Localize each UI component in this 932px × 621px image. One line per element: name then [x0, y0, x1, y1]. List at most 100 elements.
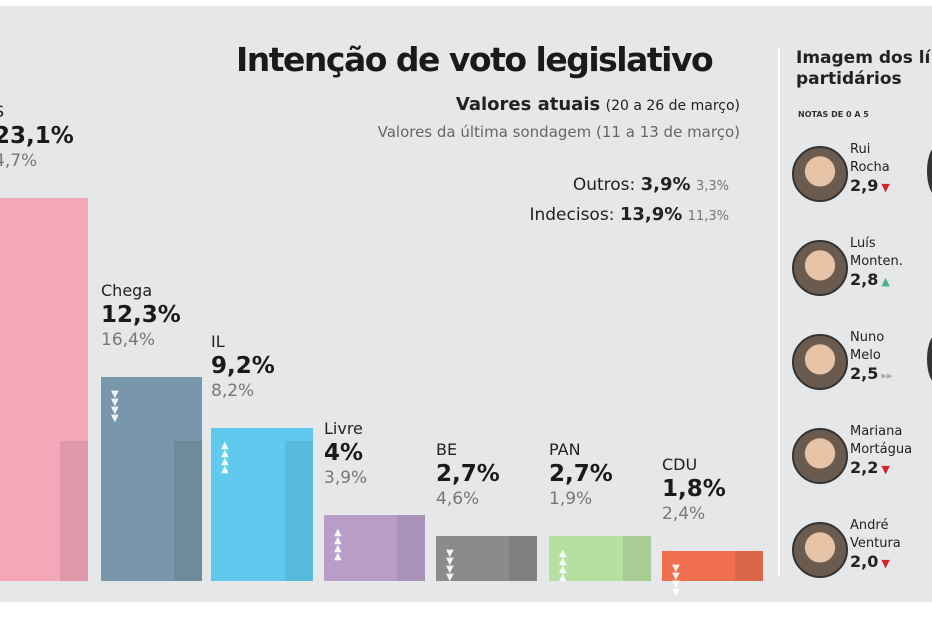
current-value: 9,2% [211, 353, 275, 380]
legend-current-dates: (20 a 26 de março) [605, 98, 740, 114]
leader-name: Rui Rocha 2,9 ▼ [850, 141, 890, 197]
current-value: 1,8% [662, 476, 726, 503]
undecided-previous: 11,3% [687, 209, 729, 224]
bar-shade [174, 441, 202, 581]
previous-value: 1,9% [549, 489, 593, 510]
party-name: CDU [662, 455, 698, 475]
previous-value: 16,4% [101, 329, 156, 350]
bar-label-cdu: CDU 1,8% 2,4% [662, 455, 726, 524]
trend-down-icon: ▼ [881, 557, 890, 570]
leader-avatar [792, 522, 848, 578]
leader-score: 2,8 [850, 270, 879, 289]
others-value: 3,9% [640, 174, 691, 195]
legend-previous-label: Valores da última sondagem [377, 123, 592, 141]
bar-shade [509, 536, 537, 581]
leader-first-name: Luís [850, 236, 876, 251]
bar-ps: ▼▼▼▼ [0, 197, 88, 581]
leader-score: 2,2 [850, 458, 879, 477]
trend-down-icon: ▼ ▼ ▼ ▼ [446, 548, 454, 584]
trend-same-icon: ▸▸ [881, 369, 893, 382]
current-value: 23,1% [0, 122, 74, 149]
trend-down-icon: ▼ [881, 463, 890, 476]
legend-previous: Valores da última sondagem (11 a 13 de m… [378, 123, 740, 141]
trend-up-icon: ▲ ▲ ▲ ▲ [221, 440, 229, 476]
bar-label-be: BE 2,7% 4,6% [436, 440, 500, 509]
leader-last-name: Rocha [850, 160, 890, 175]
leader-avatar [792, 334, 848, 390]
bar-shade [285, 441, 313, 581]
leader-score: 2,5 [850, 364, 879, 383]
bar-shade [623, 536, 651, 581]
current-value: 4% [324, 439, 364, 466]
bar-be: ▼ ▼ ▼ ▼ [436, 536, 537, 584]
leaders-title-2: partidários [796, 69, 902, 89]
leader-name: André Ventura 2,0 ▼ [850, 517, 901, 573]
bar-cdu: ▼ ▼ ▼ ▼ [662, 551, 763, 598]
leaders-title-1: Imagem dos lí [796, 48, 931, 68]
trend-down-icon: ▼ ▼ ▼ ▼ [672, 563, 680, 599]
leaders-title: Imagem dos lí partidários [796, 48, 930, 90]
current-value: 2,7% [549, 461, 613, 488]
previous-value: 4,6% [436, 489, 480, 510]
leader-avatar-cropped [927, 334, 932, 384]
previous-value: 3,9% [324, 467, 368, 488]
trend-down-icon: ▼ [881, 181, 890, 194]
leader-last-name: Melo [850, 348, 881, 363]
bar-livre: ▲ ▲ ▲ ▲ [324, 514, 425, 581]
leader-avatar [792, 240, 848, 296]
bar-label-il: IL 9,2% 8,2% [211, 332, 275, 401]
bar-shade [397, 514, 425, 581]
bar-shade [60, 441, 88, 581]
leader-avatar-cropped [927, 146, 932, 196]
legend-current: Valores atuais (20 a 26 de março) [456, 94, 740, 115]
leader-avatar [792, 146, 848, 202]
trend-up-icon: ▲ ▲ ▲ ▲ [334, 526, 342, 562]
party-name: Chega [101, 280, 153, 300]
bar-label-chega: Chega 12,3% 16,4% [101, 281, 181, 350]
bar-il: ▲ ▲ ▲ ▲ [211, 428, 313, 581]
chart-title: Intenção de voto legislativo [236, 40, 714, 79]
others-label: Outros: [572, 175, 636, 195]
leader-score: 2,0 [850, 552, 879, 571]
leader-name: Mariana Mortágua 2,2 ▼ [850, 423, 912, 479]
leader-name: Luís Monten. 2,8 ▲ [850, 235, 903, 291]
bar-label-livre: Livre 4% 3,9% [324, 419, 367, 488]
previous-value: 8,2% [211, 381, 255, 402]
divider [778, 48, 780, 576]
leader-score: 2,9 [850, 176, 879, 195]
leaders-notes: NOTAS DE 0 A 5 [798, 110, 869, 119]
party-name: IL [211, 332, 225, 352]
trend-down-icon: ▼ ▼ ▼ ▼ [111, 388, 119, 424]
bar-chega: ▼ ▼ ▼ ▼ [101, 376, 202, 581]
legend-current-label: Valores atuais [455, 94, 601, 115]
bar-shade [735, 551, 763, 581]
leader-first-name: Rui [850, 142, 871, 157]
undecided-label: Indecisos: [529, 205, 615, 225]
others-previous: 3,3% [695, 179, 729, 194]
leader-last-name: Ventura [850, 536, 901, 551]
previous-value: 2,4% [662, 504, 706, 525]
bar-label-ps: S23,1%4,7% [0, 102, 74, 171]
trend-up-icon: ▲ ▲ ▲ ▲ [559, 548, 567, 584]
previous-value: 4,7% [0, 150, 38, 171]
leader-name: Nuno Melo 2,5 ▸▸ [850, 329, 892, 385]
leader-avatar [792, 428, 848, 484]
current-value: 2,7% [436, 461, 500, 488]
infographic: Intenção de voto legislativo Valores atu… [0, 6, 932, 602]
party-name: S [0, 102, 74, 121]
party-name: BE [436, 440, 458, 460]
party-name: Livre [324, 418, 363, 438]
leader-last-name: Monten. [850, 254, 903, 269]
bar-label-pan: PAN 2,7% 1,9% [549, 440, 613, 509]
party-name: PAN [549, 440, 581, 460]
trend-up-icon: ▲ [881, 275, 890, 288]
others-row: Outros: 3,9% 3,3% [573, 174, 729, 195]
bar-pan: ▲ ▲ ▲ ▲ [549, 536, 651, 584]
legend-previous-dates: (11 a 13 de março) [596, 123, 740, 141]
leader-first-name: André [850, 518, 889, 533]
undecided-row: Indecisos: 13,9% 11,3% [529, 204, 729, 225]
leader-first-name: Nuno [850, 330, 885, 345]
leader-first-name: Mariana [850, 424, 903, 439]
undecided-value: 13,9% [619, 204, 683, 225]
leader-last-name: Mortágua [850, 442, 913, 457]
